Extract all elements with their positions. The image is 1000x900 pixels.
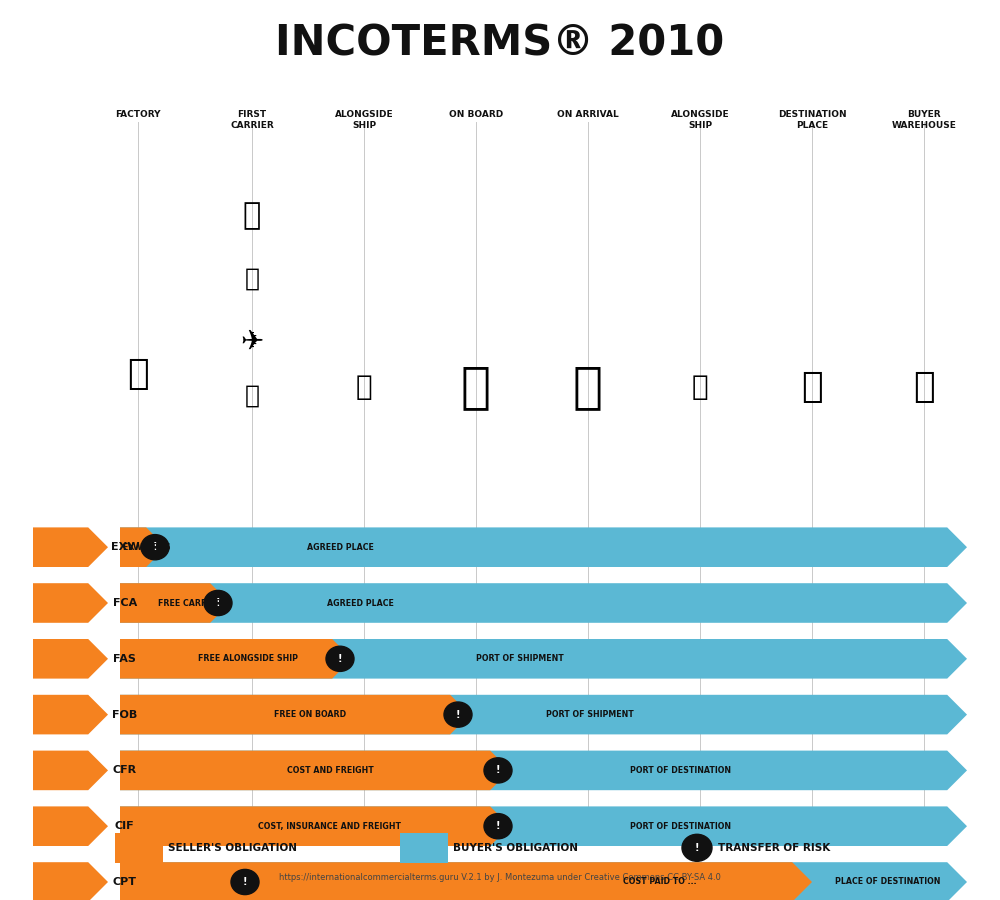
Text: FOB: FOB [112,709,137,720]
Text: BUYER
WAREHOUSE: BUYER WAREHOUSE [892,110,956,130]
Text: FREE CARRIER: FREE CARRIER [158,598,222,608]
Circle shape [326,646,354,671]
FancyBboxPatch shape [400,833,448,862]
Text: CFR: CFR [113,765,137,776]
Text: PORT OF SHIPMENT: PORT OF SHIPMENT [546,710,634,719]
Text: 🚢: 🚢 [461,363,491,411]
Circle shape [141,535,169,560]
Text: FCA: FCA [113,598,137,608]
Polygon shape [120,639,352,679]
Text: AGREED PLACE: AGREED PLACE [307,543,373,552]
Text: !: ! [695,842,699,853]
Text: SELLER'S OBLIGATION: SELLER'S OBLIGATION [168,842,297,853]
FancyBboxPatch shape [115,833,163,862]
Text: ALONGSIDE
SHIP: ALONGSIDE SHIP [671,110,729,130]
Polygon shape [120,527,166,567]
Polygon shape [120,862,967,900]
Text: FAS: FAS [113,653,136,664]
Circle shape [484,814,512,839]
Text: !: ! [153,542,157,553]
Text: FREE ON BOARD: FREE ON BOARD [274,710,346,719]
Text: !: ! [456,709,460,720]
Circle shape [204,590,232,616]
Text: !: ! [243,877,247,887]
Circle shape [484,758,512,783]
Text: FREE ALONGSIDE SHIP: FREE ALONGSIDE SHIP [198,654,298,663]
Text: !: ! [496,765,500,776]
Polygon shape [120,527,967,567]
Text: EX WORKS: EX WORKS [123,543,171,552]
Polygon shape [120,583,967,623]
Polygon shape [33,527,108,567]
Polygon shape [33,695,108,734]
Text: PORT OF SHIPMENT: PORT OF SHIPMENT [476,654,564,663]
Text: !: ! [216,598,220,608]
Text: PLACE OF DESTINATION: PLACE OF DESTINATION [835,878,941,886]
Text: ON BOARD: ON BOARD [449,110,503,119]
Text: 🏢: 🏢 [913,370,935,404]
Text: COST AND FREIGHT: COST AND FREIGHT [287,766,373,775]
Text: AGREED PLACE: AGREED PLACE [327,598,393,608]
Text: ✈: ✈ [240,328,264,356]
Polygon shape [33,751,108,790]
Text: CPT: CPT [113,877,137,887]
Circle shape [682,834,712,861]
Polygon shape [120,862,812,900]
Text: COST, INSURANCE AND FREIGHT: COST, INSURANCE AND FREIGHT [258,822,402,831]
Polygon shape [120,806,967,846]
Text: PORT OF DESTINATION: PORT OF DESTINATION [630,766,730,775]
Text: DESTINATION
PLACE: DESTINATION PLACE [778,110,846,130]
Polygon shape [120,639,967,679]
Text: https://internationalcommercialterms.guru V.2.1 by J. Montezuma under Creative C: https://internationalcommercialterms.gur… [279,873,721,882]
Polygon shape [120,695,470,734]
Text: BUYER'S OBLIGATION: BUYER'S OBLIGATION [453,842,578,853]
Text: 🏗: 🏗 [573,363,603,411]
Text: PORT OF DESTINATION: PORT OF DESTINATION [630,822,730,831]
Text: !: ! [496,821,500,832]
Text: !: ! [338,653,342,664]
Text: 🚃: 🚃 [244,267,260,291]
Text: 🏬: 🏬 [801,370,823,404]
Circle shape [231,869,259,895]
Polygon shape [120,583,230,623]
Text: INCOTERMS® 2010: INCOTERMS® 2010 [275,22,725,64]
Polygon shape [33,639,108,679]
Text: ⛴: ⛴ [243,202,261,230]
Text: CIF: CIF [115,821,135,832]
Text: EXW: EXW [111,542,139,553]
Polygon shape [120,695,967,734]
Text: TRANSFER OF RISK: TRANSFER OF RISK [718,842,830,853]
Text: FIRST
CARRIER: FIRST CARRIER [230,110,274,130]
Polygon shape [120,806,510,846]
Text: 🚚: 🚚 [244,384,260,408]
Text: ON ARRIVAL: ON ARRIVAL [557,110,619,119]
Text: COST PAID TO ...: COST PAID TO ... [623,878,697,886]
Polygon shape [33,862,108,900]
Text: 📦: 📦 [356,373,372,401]
Polygon shape [120,751,510,790]
Circle shape [444,702,472,727]
Text: 📦: 📦 [692,373,708,401]
Text: ALONGSIDE
SHIP: ALONGSIDE SHIP [335,110,393,130]
Polygon shape [33,583,108,623]
Polygon shape [33,806,108,846]
Polygon shape [120,751,967,790]
Text: 🏭: 🏭 [127,356,149,391]
Text: FACTORY: FACTORY [115,110,161,119]
